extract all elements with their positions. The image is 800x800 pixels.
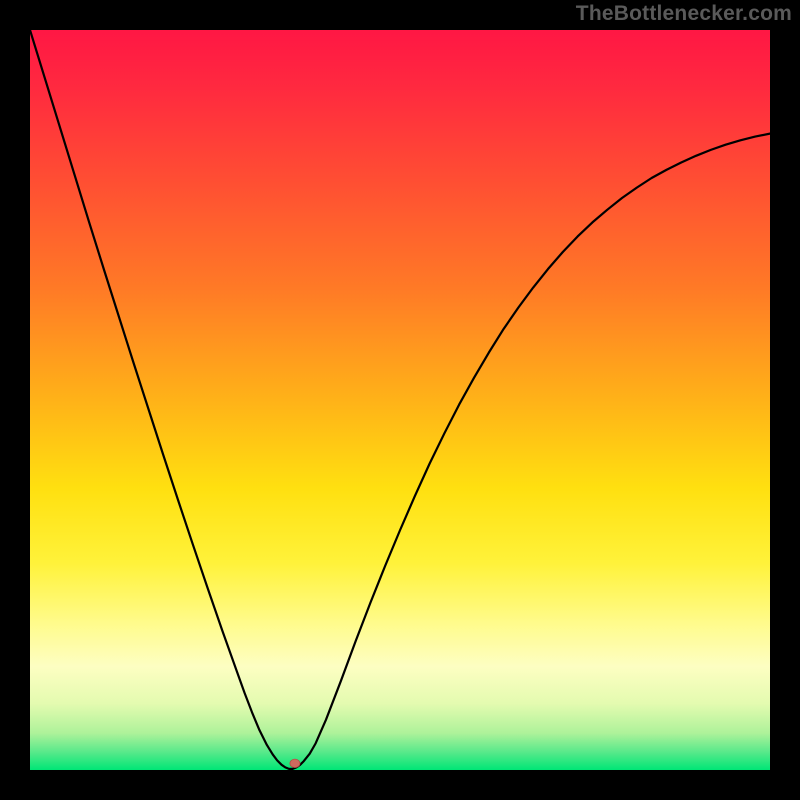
- plot-svg: [30, 30, 770, 770]
- watermark-text: TheBottlenecker.com: [576, 2, 792, 26]
- gradient-background: [30, 30, 770, 770]
- minimum-marker: [290, 759, 300, 767]
- plot-area: [30, 30, 770, 770]
- chart-frame: TheBottlenecker.com: [0, 0, 800, 800]
